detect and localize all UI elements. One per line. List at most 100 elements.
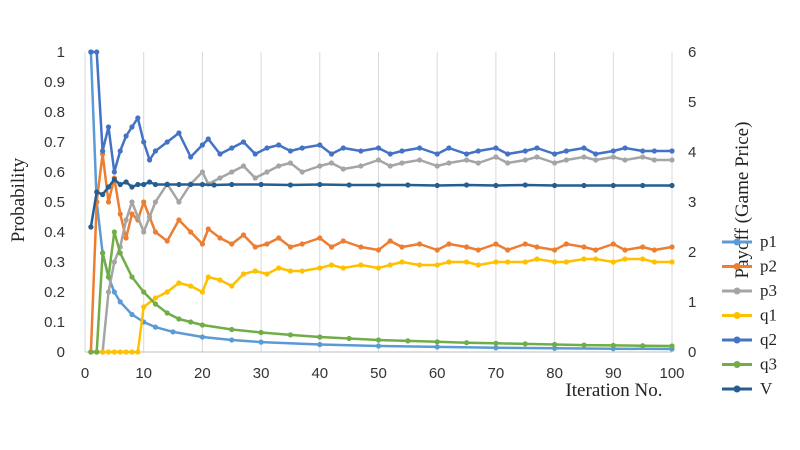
- data-point-p2: [552, 247, 558, 253]
- data-point-q1: [640, 256, 646, 262]
- data-point-p2: [205, 226, 211, 232]
- data-point-q2: [593, 151, 599, 157]
- y-left-tick-label: 0.7: [44, 134, 65, 151]
- data-point-p2: [276, 235, 282, 241]
- data-point-q2: [534, 145, 540, 151]
- legend-item-p1: p1: [722, 232, 777, 251]
- data-point-V: [135, 181, 141, 188]
- y-right-tick-label: 1: [688, 294, 696, 311]
- data-point-q2: [176, 130, 182, 136]
- data-point-V: [105, 184, 112, 190]
- data-point-p2: [287, 244, 294, 250]
- data-point-V: [463, 182, 470, 188]
- data-point-q1: [434, 262, 440, 268]
- data-point-p2: [317, 235, 323, 241]
- data-point-V: [610, 182, 616, 189]
- data-point-q1: [552, 259, 558, 265]
- x-tick-label: 80: [546, 365, 563, 382]
- data-point-q1: [176, 280, 182, 286]
- data-point-q2: [123, 133, 129, 139]
- data-point-q3: [88, 349, 94, 355]
- data-point-p2: [358, 244, 364, 250]
- data-point-q1: [358, 262, 364, 268]
- y-right-tick-label: 2: [688, 244, 696, 261]
- data-point-q2: [328, 151, 335, 157]
- data-point-p1: [493, 345, 499, 351]
- data-point-p1: [434, 344, 440, 350]
- data-point-p2: [446, 241, 452, 247]
- data-point-q2: [188, 154, 194, 160]
- data-point-p2: [176, 217, 182, 223]
- x-axis-ticks: 0 10 20 30 40 50 60 70 80 90 100: [81, 365, 685, 382]
- data-point-q1: [317, 265, 323, 271]
- data-point-q3: [164, 310, 170, 316]
- data-point-p3: [252, 175, 258, 181]
- data-point-q3: [152, 301, 159, 307]
- data-point-p3: [387, 163, 393, 169]
- data-point-q1: [276, 265, 282, 271]
- data-point-q1: [152, 295, 159, 301]
- y-right-axis-ticks: 0 1 2 3 4 5 6: [688, 44, 696, 361]
- y-left-tick-label: 1: [57, 44, 65, 61]
- data-point-q2: [340, 145, 346, 151]
- data-point-p3: [217, 175, 223, 181]
- data-point-p3: [141, 229, 147, 235]
- data-point-p3: [399, 160, 405, 166]
- data-point-p2: [328, 244, 335, 250]
- data-point-p1: [170, 329, 176, 335]
- series-V: [88, 176, 675, 230]
- data-point-q2: [434, 151, 440, 157]
- series-layer: [88, 49, 675, 355]
- data-point-q1: [287, 268, 294, 274]
- x-axis-label: Iteration No.: [565, 380, 662, 401]
- data-point-p3: [640, 154, 646, 160]
- data-point-q2: [622, 145, 628, 151]
- data-point-p2: [152, 229, 159, 235]
- data-point-p3: [552, 160, 558, 166]
- data-point-p3: [328, 160, 335, 166]
- data-point-q2: [317, 142, 323, 148]
- data-point-q1: [111, 349, 117, 355]
- legend-item-V: V: [722, 379, 773, 398]
- data-point-p2: [188, 229, 194, 235]
- data-point-p2: [610, 241, 616, 247]
- data-point-p1: [117, 299, 123, 305]
- data-point-q3: [405, 338, 411, 344]
- y-left-tick-label: 0.3: [44, 254, 65, 271]
- data-point-V: [129, 184, 135, 190]
- data-point-q2: [152, 148, 159, 154]
- legend-marker: [733, 263, 741, 270]
- data-point-V: [152, 181, 159, 188]
- data-point-p2: [299, 241, 305, 247]
- data-point-q1: [416, 262, 423, 268]
- data-point-p2: [563, 241, 569, 247]
- data-point-q2: [129, 124, 135, 130]
- data-point-p2: [129, 211, 135, 217]
- data-point-p3: [146, 214, 153, 220]
- data-point-V: [375, 182, 382, 188]
- data-point-V: [146, 179, 153, 185]
- data-point-q2: [446, 145, 452, 151]
- y-right-tick-label: 6: [688, 44, 696, 61]
- data-point-V: [317, 181, 323, 188]
- x-tick-label: 10: [135, 365, 152, 382]
- data-point-q3: [141, 289, 147, 295]
- data-point-q1: [651, 259, 657, 265]
- data-point-q2: [375, 145, 382, 151]
- data-point-q1: [299, 268, 305, 274]
- data-point-p2: [141, 199, 147, 205]
- data-point-p3: [152, 199, 159, 205]
- data-point-p2: [669, 244, 675, 250]
- data-point-q3: [229, 326, 235, 333]
- data-point-p3: [463, 157, 470, 163]
- data-point-q1: [593, 256, 599, 262]
- data-point-q1: [117, 349, 123, 355]
- data-point-q2: [610, 148, 616, 154]
- data-point-p2: [375, 247, 382, 253]
- data-point-p2: [416, 241, 423, 247]
- data-point-q1: [100, 349, 106, 355]
- data-point-q2: [100, 148, 106, 154]
- data-point-p2: [229, 241, 235, 247]
- data-point-q3: [199, 322, 205, 328]
- y-left-tick-label: 0.9: [44, 74, 65, 91]
